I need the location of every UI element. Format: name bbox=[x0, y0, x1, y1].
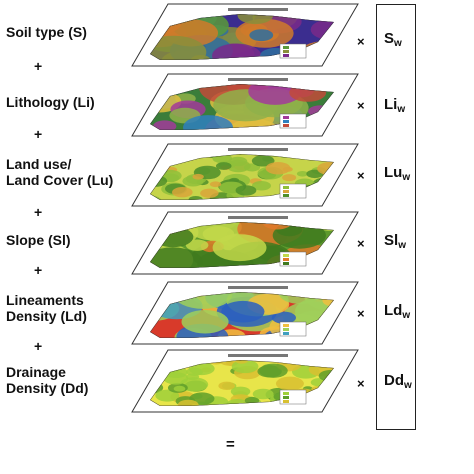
weight-lithology: Liw bbox=[384, 96, 406, 115]
equals-operator: = bbox=[226, 436, 235, 453]
times-operator: × bbox=[357, 34, 365, 49]
land-use-map bbox=[131, 143, 359, 207]
weight-drainage: Ddw bbox=[384, 372, 412, 391]
slope-map bbox=[131, 211, 359, 275]
weight-slope: Slw bbox=[384, 232, 406, 251]
plus-operator: + bbox=[34, 338, 43, 354]
plus-operator: + bbox=[34, 262, 43, 278]
times-operator: × bbox=[357, 376, 365, 391]
label-lithology: Lithology (Li) bbox=[6, 94, 95, 110]
lithology-map bbox=[131, 73, 359, 137]
label-land-use: Land use/ Land Cover (Lu) bbox=[6, 156, 114, 188]
label-lineaments-density: Lineaments Density (Ld) bbox=[6, 292, 87, 324]
times-operator: × bbox=[357, 98, 365, 113]
plus-operator: + bbox=[34, 204, 43, 220]
weight-soil: Sw bbox=[384, 30, 402, 49]
times-operator: × bbox=[357, 168, 365, 183]
drainage-density-map bbox=[131, 349, 359, 413]
weight-lineaments: Ldw bbox=[384, 302, 411, 321]
label-soil-type: Soil type (S) bbox=[6, 24, 87, 40]
times-operator: × bbox=[357, 236, 365, 251]
plus-operator: + bbox=[34, 58, 43, 74]
label-drainage-density: Drainage Density (Dd) bbox=[6, 364, 89, 396]
lineaments-density-map bbox=[131, 281, 359, 345]
times-operator: × bbox=[357, 306, 365, 321]
label-slope: Slope (Sl) bbox=[6, 232, 71, 248]
soil-type-map bbox=[131, 3, 359, 67]
weights-box bbox=[376, 4, 416, 430]
weight-land-use: Luw bbox=[384, 164, 411, 183]
plus-operator: + bbox=[34, 126, 43, 142]
